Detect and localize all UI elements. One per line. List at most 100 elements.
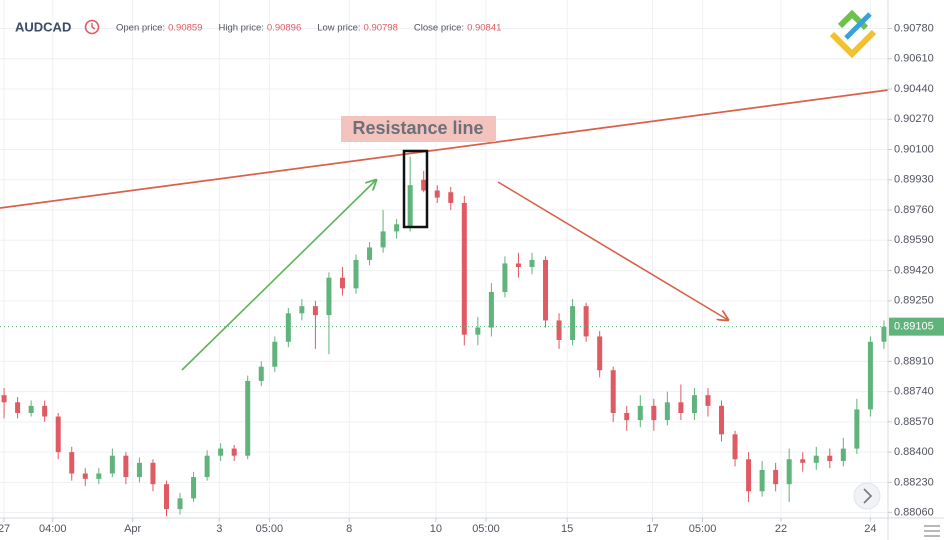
candle-body (705, 395, 711, 406)
candle-body (150, 462, 156, 485)
header-value: 0.90798 (364, 23, 398, 34)
y-tick-label: 0.88570 (894, 416, 934, 428)
candle-body (759, 469, 765, 492)
y-tick-label: 0.89420 (894, 264, 934, 276)
header: AUDCAD Open price: 0.90859 High price: 0.90… (15, 19, 501, 34)
y-tick-label: 0.88060 (894, 507, 934, 519)
logo (829, 9, 877, 59)
y-tick-label: 0.88740 (894, 386, 934, 398)
candle-body (421, 179, 427, 191)
candle-body (42, 405, 48, 417)
candle-body (312, 306, 318, 316)
candle-body (245, 380, 251, 456)
y-tick-label: 0.90100 (894, 143, 934, 155)
candle-body (678, 402, 684, 413)
candle-body (299, 306, 305, 314)
candle-body (448, 192, 454, 203)
candle-body (651, 405, 657, 421)
candle-body (136, 462, 142, 478)
x-tick-label: 05:00 (256, 523, 284, 535)
candle-body (583, 306, 589, 337)
y-tick-label: 0.90610 (894, 53, 934, 65)
candle-body (407, 185, 413, 227)
candle-body (69, 452, 75, 474)
x-tick-label: 8 (346, 523, 352, 535)
candle-body (556, 320, 562, 340)
candle-body (123, 455, 129, 478)
candle-body (204, 455, 210, 478)
grid (0, 0, 888, 518)
x-tick-label: 24 (864, 523, 876, 535)
x-tick-label: 27 (0, 523, 10, 535)
annotation-box (341, 116, 496, 142)
resistance-line (0, 89, 889, 209)
candle-body (610, 370, 616, 413)
candle-body (813, 455, 819, 463)
candle-body (285, 313, 291, 342)
symbol: AUDCAD (15, 19, 71, 34)
candle-body (55, 416, 61, 453)
header-value: 0.90859 (168, 23, 202, 34)
candle-body (82, 473, 88, 479)
candle-body (96, 473, 102, 479)
x-tick-label: 10 (430, 523, 442, 535)
down-arrow (497, 181, 728, 320)
candle-body (746, 459, 752, 492)
header-value: 0.90896 (267, 23, 301, 34)
candle-body (109, 455, 115, 474)
x-tick-label: 05:00 (472, 523, 500, 535)
y-tick-label: 0.90270 (894, 113, 934, 125)
last-price-tag (889, 317, 944, 336)
candle-body (177, 498, 183, 510)
annotation-label: Resistance line (352, 118, 483, 138)
candle-body (732, 434, 738, 460)
candle-body (719, 405, 724, 435)
candle-body (786, 459, 792, 485)
candle-body (461, 202, 467, 335)
candle-body (367, 247, 373, 260)
x-tick-label: 22 (775, 523, 787, 535)
scroll-button[interactable] (853, 482, 881, 510)
header-label: High price: (218, 23, 263, 34)
x-tick-label: 04:00 (39, 523, 67, 535)
candle-body (881, 326, 887, 342)
candle-body (326, 277, 332, 316)
candle-body (515, 263, 521, 268)
candle-body (800, 459, 806, 463)
y-tick-label: 0.88400 (894, 446, 934, 458)
header-label: Open price: (116, 23, 165, 34)
candle-body (854, 409, 860, 449)
y-tick-label: 0.88910 (894, 355, 934, 367)
y-tick-label: 0.90780 (894, 22, 934, 34)
candle-body (867, 341, 873, 410)
candle-body (624, 412, 630, 421)
settings-icon[interactable] (924, 525, 940, 537)
candle-body (258, 366, 264, 381)
candle-body (827, 455, 833, 462)
candle-body (840, 448, 846, 462)
candle-body (529, 259, 535, 268)
candle-body (231, 448, 237, 456)
candle-body (597, 336, 603, 371)
candle-body (15, 402, 21, 413)
candle-body (434, 190, 440, 198)
candle-body (28, 405, 34, 413)
candle-body (339, 277, 345, 289)
candle-body (773, 469, 779, 485)
highlight-box (402, 149, 429, 229)
candle-body (394, 224, 400, 232)
x-tick-label: 15 (561, 523, 573, 535)
candles (1, 156, 887, 517)
candle-body (637, 405, 643, 421)
candle-body (475, 327, 481, 335)
x-tick-label: Apr (124, 523, 141, 535)
header-label: Close price: (414, 23, 464, 34)
last-price-label: 0.89105 (894, 321, 934, 333)
candle-body (502, 263, 508, 292)
x-tick-label: 17 (646, 523, 658, 535)
y-tick-label: 0.88230 (894, 476, 934, 488)
y-tick-label: 0.89250 (894, 295, 934, 307)
candle-body (380, 231, 386, 248)
